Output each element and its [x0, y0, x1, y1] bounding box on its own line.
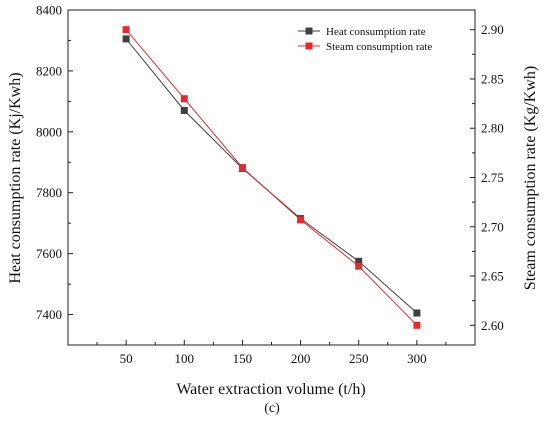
right-y-tick-label: 2.65	[481, 269, 504, 284]
series-line-heat	[125, 38, 418, 314]
legend-label-steam: Steam consumption rate	[326, 41, 432, 53]
left-y-tick-label: 8200	[36, 63, 62, 78]
right-y-tick-label: 2.85	[481, 71, 504, 86]
left-y-axis-title: Heat consumption rate (Kj/Kwh)	[7, 72, 24, 283]
x-tick-label: 100	[175, 351, 195, 366]
right-y-tick-label: 2.90	[481, 22, 504, 37]
left-y-tick-label: 8000	[36, 124, 62, 139]
x-axis: 50 100 150 200 250 300	[96, 340, 447, 366]
data-point-heat	[413, 309, 421, 317]
right-y-axis-title: Steam consumption rate (Kg/Kwh)	[522, 66, 539, 290]
right-y-tick-label: 2.70	[481, 219, 504, 234]
right-y-tick-label: 2.60	[481, 318, 504, 333]
legend: Heat consumption rate Steam consumption …	[298, 26, 432, 53]
data-point-steam	[122, 26, 130, 34]
right-y-axis: 2.60 2.65 2.70 2.75 2.80 2.85 2.90	[470, 22, 504, 333]
left-y-tick-label: 8400	[36, 3, 62, 18]
right-y-tick-label: 2.75	[481, 170, 504, 185]
x-tick-label: 300	[407, 351, 427, 366]
data-point-steam	[297, 216, 305, 224]
data-point-steam	[413, 321, 421, 329]
legend-label-heat: Heat consumption rate	[326, 26, 426, 38]
series-layer	[122, 26, 421, 329]
legend-marker-steam	[305, 42, 313, 50]
right-y-tick-label: 2.80	[481, 121, 504, 136]
data-point-heat	[180, 107, 188, 114]
legend-marker-heat	[305, 27, 313, 35]
data-point-steam	[355, 262, 363, 270]
x-tick-label: 250	[349, 351, 369, 366]
data-point-steam	[238, 164, 246, 172]
x-axis-title: Water extraction volume (t/h)	[176, 381, 365, 398]
x-tick-label: 200	[291, 351, 311, 366]
left-y-tick-label: 7600	[36, 246, 62, 261]
figure-caption: (c)	[264, 401, 280, 416]
plot-frame	[67, 9, 476, 346]
series-line-steam	[125, 29, 418, 326]
left-y-axis: 7400 7600 7800 8000 8200 8400	[36, 3, 73, 322]
x-tick-label: 150	[233, 351, 253, 366]
data-point-heat	[122, 35, 130, 43]
left-y-tick-label: 7800	[36, 185, 62, 200]
data-point-steam	[180, 95, 188, 103]
x-tick-label: 50	[120, 351, 133, 366]
left-y-tick-label: 7400	[36, 307, 62, 322]
data-point-heat	[355, 257, 363, 265]
